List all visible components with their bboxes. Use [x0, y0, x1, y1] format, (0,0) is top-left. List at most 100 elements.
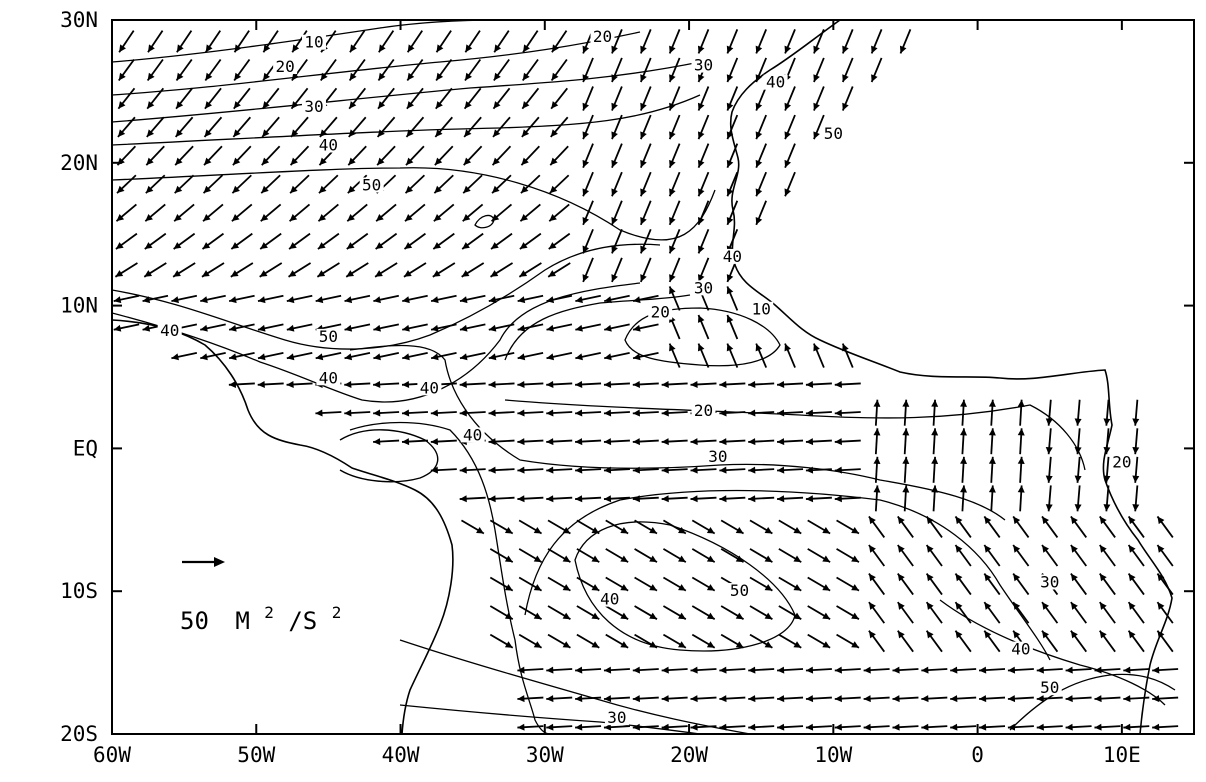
vector-arrow [464, 58, 482, 82]
vector-arrow [520, 145, 540, 166]
contour-line [504, 294, 691, 361]
vector-arrow [231, 174, 252, 194]
contour-label-bg [691, 280, 716, 296]
vector-arrow [582, 114, 594, 140]
contour-line [112, 31, 641, 96]
vector-arrow [117, 116, 136, 138]
vector-arrow [873, 485, 881, 512]
vector-arrow [232, 145, 252, 166]
vector-arrow [983, 601, 1001, 624]
vector-arrow [1132, 485, 1140, 512]
vector-arrow [347, 145, 367, 166]
contour-label-bg [316, 137, 341, 153]
vector-arrow [921, 723, 948, 731]
vector-arrow [582, 57, 594, 83]
vector-arrow [1036, 695, 1063, 703]
vector-arrow [668, 286, 681, 311]
vector-arrow [517, 466, 544, 474]
vector-arrow [550, 87, 568, 110]
vector-arrow [518, 576, 543, 592]
vector-arrow [488, 380, 515, 388]
vector-arrow [489, 576, 514, 592]
vector-arrow [661, 409, 688, 417]
vector-arrow [983, 544, 1001, 567]
vector-arrow [200, 352, 226, 361]
vector-arrow [841, 86, 854, 111]
vector-arrow [1127, 630, 1145, 653]
vector-arrow [521, 87, 540, 110]
contour-label-bg [749, 301, 774, 317]
vector-arrow [517, 438, 544, 446]
map-frame [111, 19, 1195, 735]
vector-arrow [575, 294, 601, 304]
vector-arrow [921, 695, 948, 703]
vector-arrow [434, 145, 454, 166]
vector-arrow [374, 262, 398, 278]
contour-label: 20 [1112, 453, 1131, 472]
vector-arrow [668, 171, 681, 197]
vector-arrow [1045, 456, 1053, 483]
contour-line [112, 61, 701, 123]
vector-arrow [834, 466, 861, 474]
contour-label: 40 [160, 321, 179, 340]
vector-arrow [145, 174, 166, 194]
vector-arrow [146, 116, 165, 138]
vector-arrow [488, 495, 515, 503]
vector-arrow [978, 695, 1006, 703]
vector-arrow [113, 294, 140, 304]
vector-arrow [575, 666, 602, 674]
contour-label-bg [1008, 641, 1033, 657]
vector-arrow [748, 723, 775, 731]
south-america-coastline [112, 319, 454, 734]
vector-arrow [691, 605, 716, 620]
vector-arrow [488, 438, 515, 446]
vector-arrow [402, 323, 428, 332]
vector-arrow [611, 57, 623, 83]
vector-arrow [841, 57, 854, 83]
vector-arrow [1123, 723, 1150, 731]
contour-label: 40 [1011, 640, 1030, 659]
contour-label: 40 [420, 378, 439, 397]
contour-label-bg [301, 98, 326, 114]
vector-arrow [493, 58, 510, 82]
vector-arrow [401, 438, 428, 446]
vector-arrow [257, 352, 284, 361]
vector-arrow [259, 232, 282, 250]
vector-arrow [233, 87, 251, 110]
vector-arrow [1094, 695, 1121, 703]
vector-arrow [841, 29, 854, 54]
contour-label-bg [1037, 574, 1062, 590]
vector-arrow [1007, 666, 1034, 674]
vector-arrow [261, 145, 281, 166]
vector-arrow [433, 174, 454, 194]
vector-arrow [902, 428, 910, 455]
vector-arrow [290, 116, 309, 138]
vector-arrow [1007, 695, 1034, 703]
vector-arrow [1099, 573, 1116, 596]
vector-arrow [784, 29, 796, 54]
vector-arrow [228, 352, 255, 361]
contour-label-bg [460, 427, 485, 443]
vector-arrow [1103, 485, 1111, 512]
vector-arrow [582, 86, 594, 111]
vector-arrow [461, 519, 485, 535]
vector-arrow [375, 203, 397, 222]
vector-arrow [174, 145, 194, 166]
vector-arrow [1045, 428, 1053, 455]
vector-arrow [147, 30, 164, 53]
vector-arrow [805, 495, 832, 503]
vector-arrow [146, 58, 164, 82]
vector-arrow [1070, 630, 1088, 653]
vector-arrow [836, 519, 860, 535]
vector-arrow [1099, 544, 1116, 567]
vector-arrow [632, 695, 659, 703]
vector-arrow [603, 723, 630, 731]
vector-arrow [462, 174, 483, 194]
contour-line [112, 167, 716, 241]
legend-unit-exp2: 2 [332, 603, 342, 622]
vector-arrow [492, 116, 511, 138]
vector-arrow [726, 286, 739, 311]
y-tick-label: 20N [60, 151, 98, 175]
vector-arrow [603, 438, 630, 446]
vector-arrow [931, 428, 939, 455]
